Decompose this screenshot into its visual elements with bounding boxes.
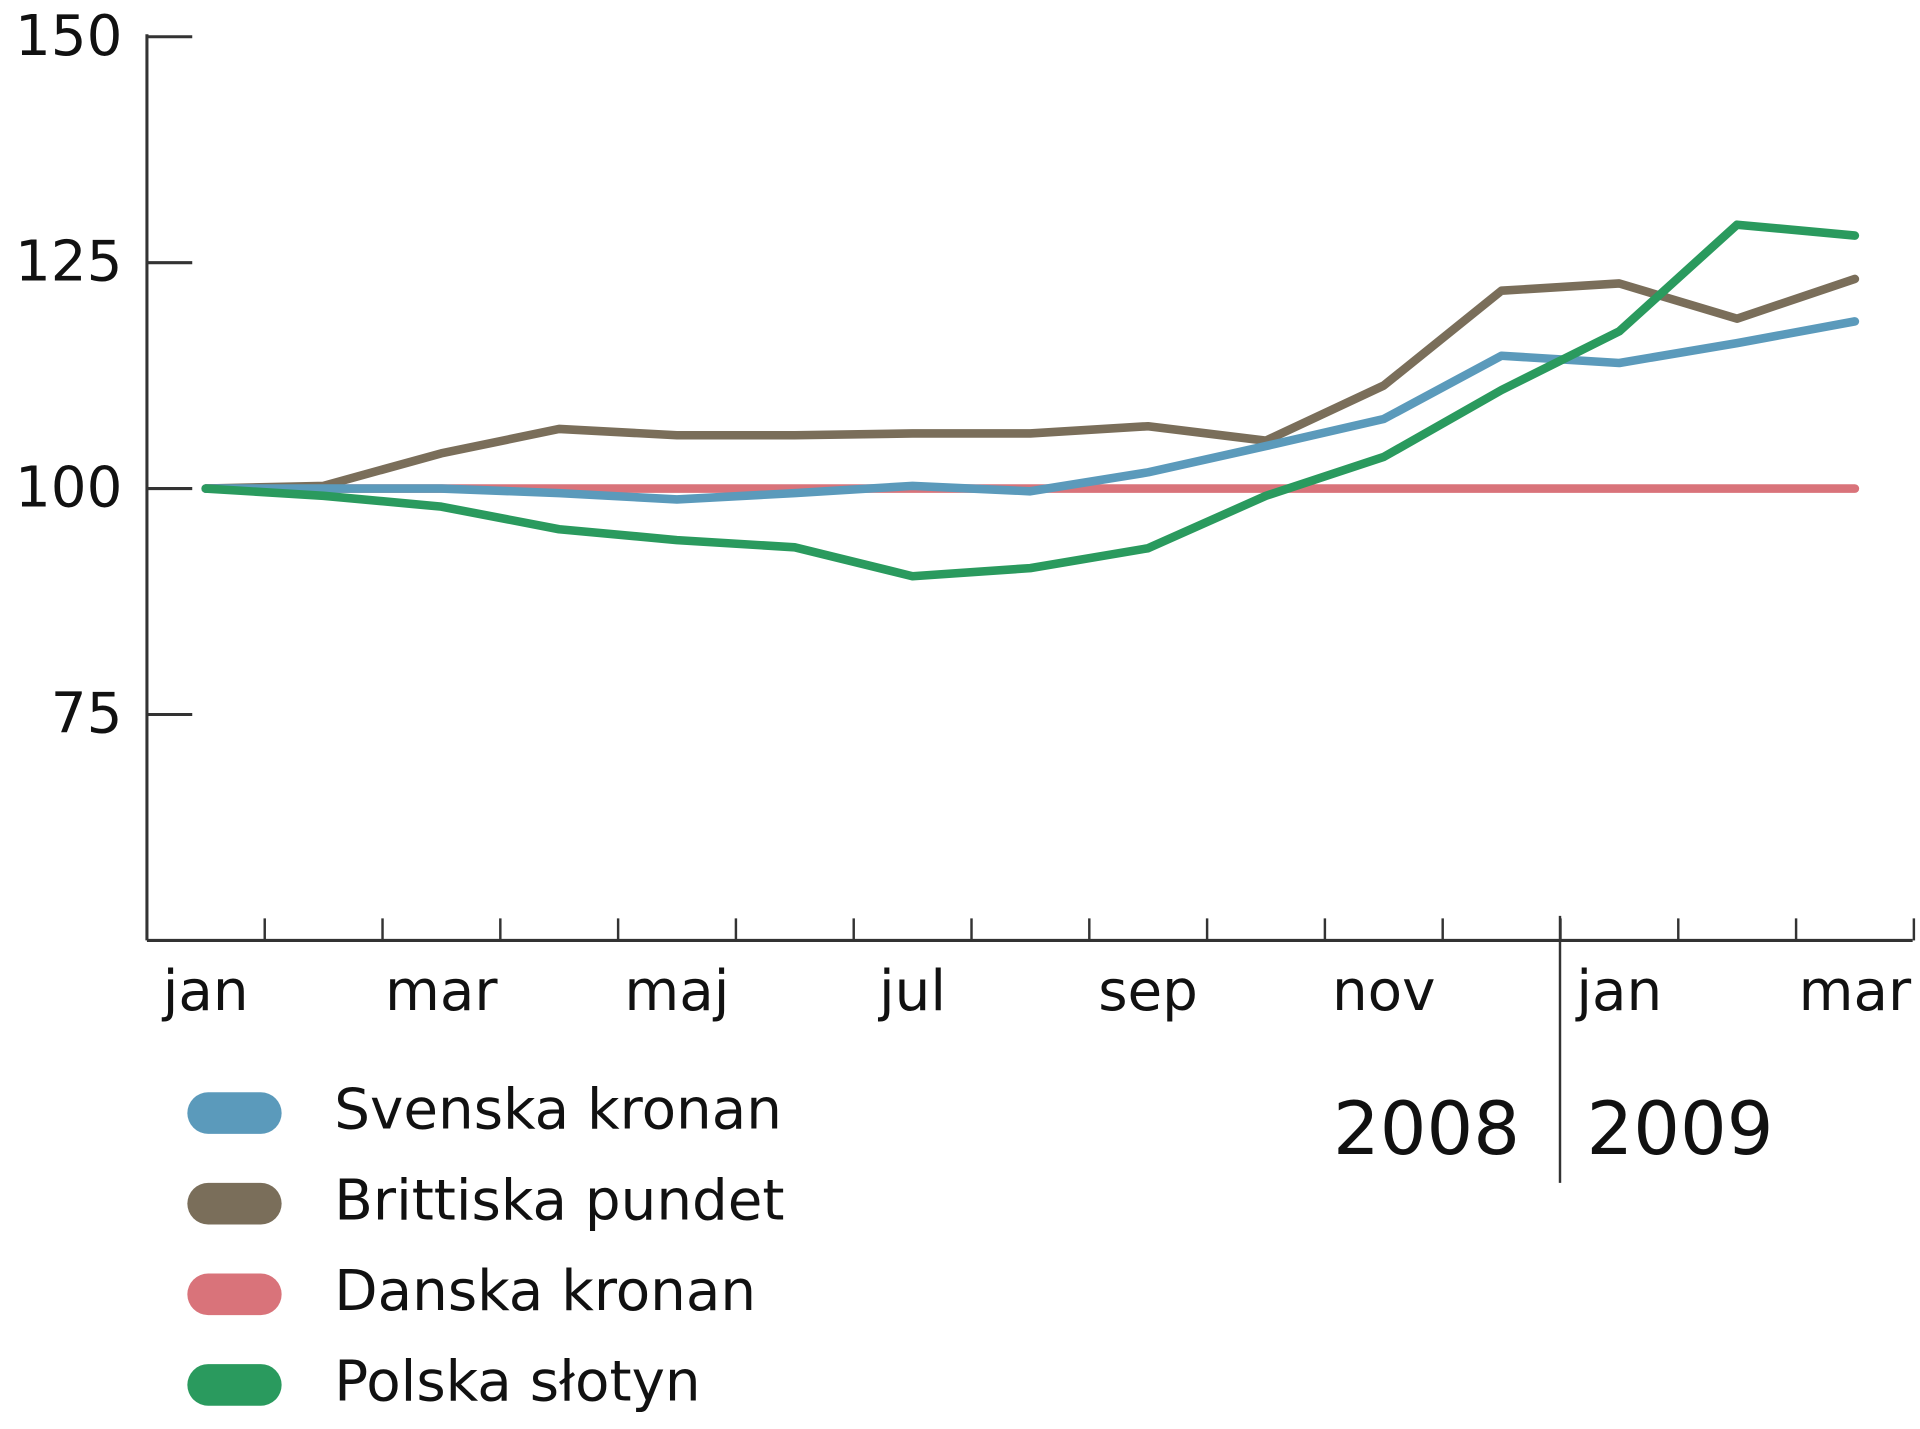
x-tick-label: jul bbox=[877, 959, 946, 1024]
x-tick-label: jan bbox=[1574, 959, 1662, 1024]
x-tick-label: mar bbox=[1799, 959, 1912, 1024]
legend-label: Polska słotyn bbox=[334, 1350, 700, 1415]
x-tick-label: maj bbox=[624, 959, 729, 1024]
series-line bbox=[201, 317, 1860, 504]
y-tick-label: 75 bbox=[51, 682, 123, 747]
legend-label: Brittiska pundet bbox=[334, 1168, 784, 1233]
series-line bbox=[201, 274, 1860, 493]
year-label: 2008 bbox=[1333, 1087, 1520, 1172]
x-tick-label: jan bbox=[161, 959, 249, 1024]
x-tick-label: sep bbox=[1098, 959, 1198, 1024]
x-tick-label: mar bbox=[385, 959, 498, 1024]
x-tick-label: nov bbox=[1332, 959, 1435, 1024]
year-label: 2009 bbox=[1587, 1087, 1774, 1172]
y-tick-label: 150 bbox=[15, 4, 122, 69]
y-tick-label: 125 bbox=[15, 230, 122, 295]
legend-label: Danska kronan bbox=[334, 1259, 756, 1324]
y-tick-label: 100 bbox=[15, 456, 122, 521]
series-line bbox=[201, 220, 1860, 581]
legend-label: Svenska kronan bbox=[334, 1078, 782, 1143]
